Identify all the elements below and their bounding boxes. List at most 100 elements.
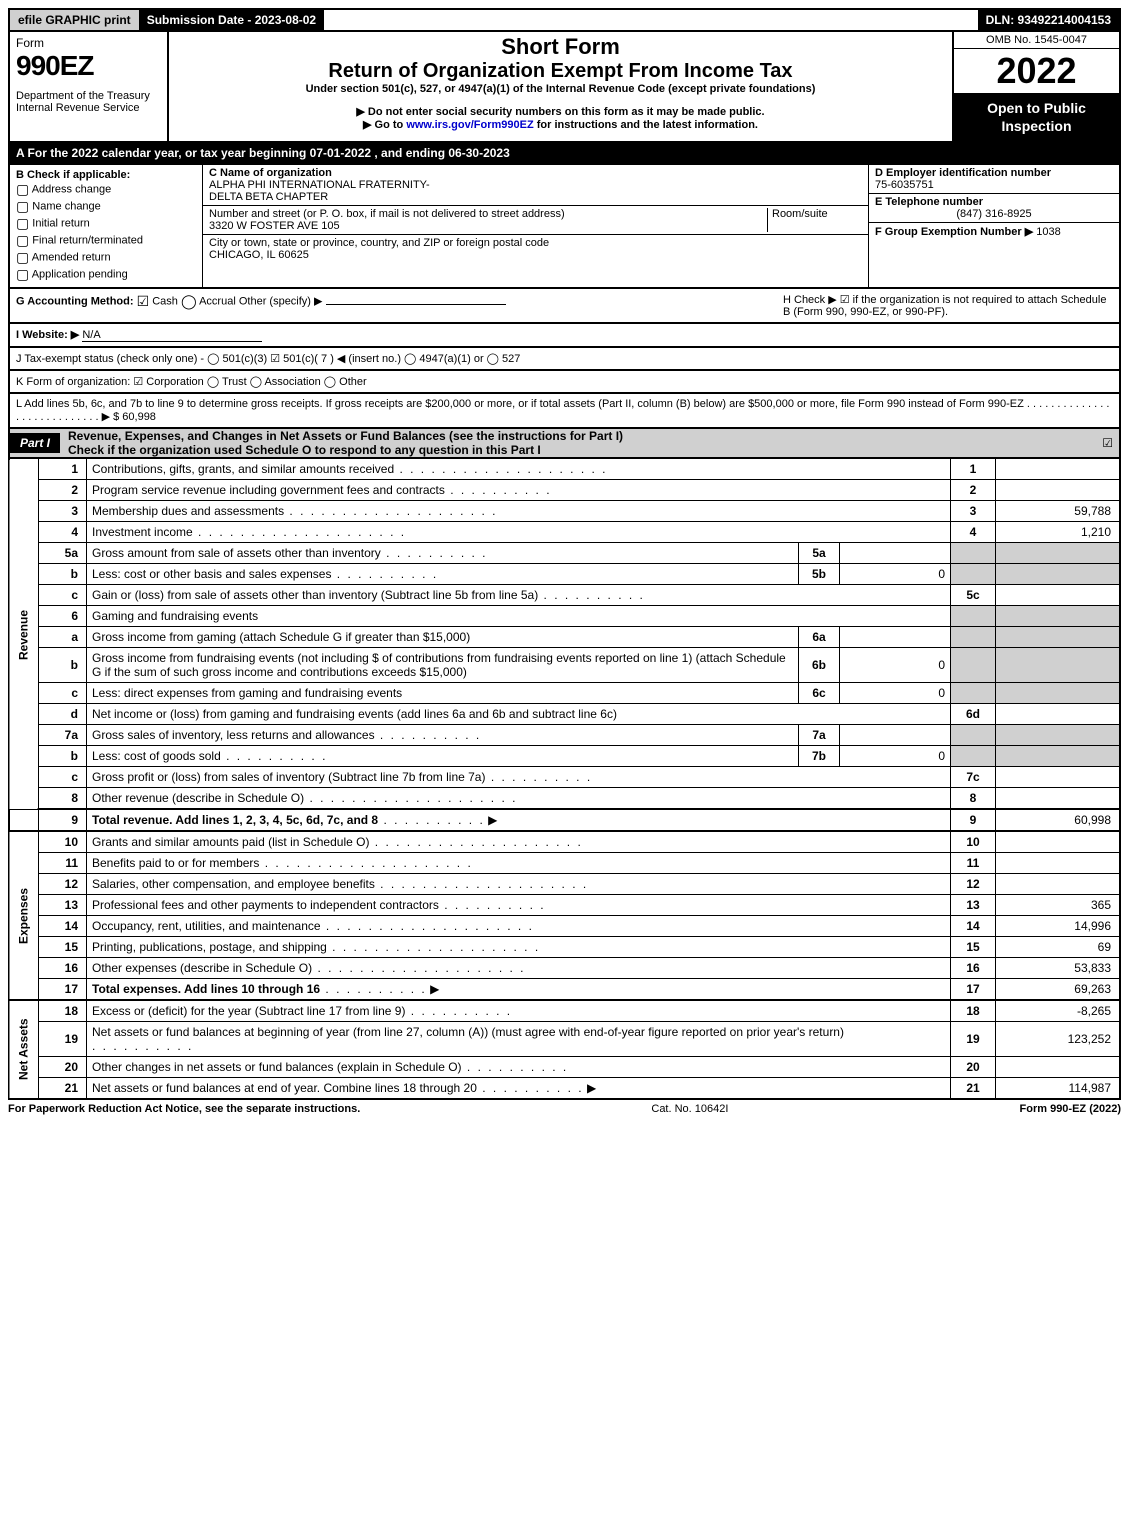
g-other: Other (specify) ▶ — [239, 296, 323, 308]
l-amount: $ 60,998 — [113, 411, 156, 423]
part1-header: Part I Revenue, Expenses, and Changes in… — [8, 429, 1121, 459]
line-box: 12 — [951, 874, 996, 895]
footer-right: Form 990-EZ (2022) — [1020, 1103, 1121, 1115]
line-text: Grants and similar amounts paid (list in… — [92, 835, 369, 849]
shade-cell — [996, 543, 1121, 564]
ssn-note: ▶ Do not enter social security numbers o… — [175, 105, 946, 118]
line-no: 20 — [39, 1057, 87, 1078]
line-val — [996, 831, 1121, 853]
line-no: 8 — [39, 788, 87, 810]
line-text: Less: cost of goods sold — [92, 749, 221, 763]
form-word: Form — [16, 36, 44, 50]
sub-box: 6a — [799, 627, 840, 648]
shade-cell — [951, 627, 996, 648]
line-val: 123,252 — [996, 1022, 1121, 1057]
chk-final: Final return/terminated — [32, 235, 143, 247]
d-label: D Employer identification number — [875, 167, 1051, 179]
chk-amended: Amended return — [32, 252, 111, 264]
shade-cell — [996, 627, 1121, 648]
dln: DLN: 93492214004153 — [978, 10, 1119, 30]
checkbox-icon[interactable]: ◯ — [181, 293, 197, 309]
line-text: Gaming and fundraising events — [87, 606, 951, 627]
line-no: 19 — [39, 1022, 87, 1057]
sub-val — [840, 725, 951, 746]
line-val — [996, 788, 1121, 810]
line-val — [996, 585, 1121, 606]
checkbox-icon[interactable]: ▢ — [16, 232, 29, 248]
street-label: Number and street (or P. O. box, if mail… — [209, 208, 565, 220]
line-box: 5c — [951, 585, 996, 606]
checkbox-checked-icon[interactable]: ☑ — [137, 293, 150, 309]
line-text: Total revenue. Add lines 1, 2, 3, 4, 5c,… — [92, 813, 378, 827]
line-box: 3 — [951, 501, 996, 522]
line-no: 7a — [39, 725, 87, 746]
line-text: Total expenses. Add lines 10 through 16 — [92, 982, 320, 996]
line-no: 10 — [39, 831, 87, 853]
website-value: N/A — [82, 329, 262, 342]
row-g: G Accounting Method: ☑ Cash ◯ Accrual Ot… — [16, 293, 506, 318]
line-text: Printing, publications, postage, and shi… — [92, 940, 327, 954]
line-no: 1 — [39, 459, 87, 480]
irs-label: Internal Revenue Service — [16, 102, 161, 114]
line-text: Occupancy, rent, utilities, and maintena… — [92, 919, 321, 933]
line-box: 21 — [951, 1078, 996, 1100]
line-val — [996, 874, 1121, 895]
i-label: I Website: ▶ — [16, 329, 79, 341]
g-cash: Cash — [152, 296, 178, 308]
sub-box: 7b — [799, 746, 840, 767]
chk-pending: Application pending — [32, 269, 128, 281]
short-form-title: Short Form — [175, 34, 946, 60]
form-header: Form 990EZ Department of the Treasury In… — [8, 32, 1121, 143]
sub-box: 6b — [799, 648, 840, 683]
city-label: City or town, state or province, country… — [209, 237, 549, 249]
checkbox-icon[interactable]: ▢ — [16, 266, 29, 282]
line-val — [996, 1057, 1121, 1078]
chk-address: Address change — [32, 184, 112, 196]
shade-cell — [951, 683, 996, 704]
line-box: 4 — [951, 522, 996, 543]
room-label: Room/suite — [772, 208, 828, 220]
checkbox-icon[interactable]: ▢ — [16, 181, 29, 197]
sub-val — [840, 627, 951, 648]
f-label: F Group Exemption Number ▶ — [875, 226, 1033, 238]
line-box: 11 — [951, 853, 996, 874]
line-val: 59,788 — [996, 501, 1121, 522]
line-text: Net assets or fund balances at beginning… — [92, 1025, 844, 1039]
sub-val: 0 — [840, 648, 951, 683]
line-box: 17 — [951, 979, 996, 1001]
checkbox-icon[interactable]: ▢ — [16, 215, 29, 231]
tax-year: 2022 — [954, 49, 1119, 93]
part1-tag: Part I — [10, 433, 60, 453]
l-text: L Add lines 5b, 6c, and 7b to line 9 to … — [16, 398, 1109, 423]
line-text: Gross income from fundraising events (no… — [87, 648, 799, 683]
line-no: 14 — [39, 916, 87, 937]
line-box: 16 — [951, 958, 996, 979]
line-val: 69 — [996, 937, 1121, 958]
return-title: Return of Organization Exempt From Incom… — [175, 60, 946, 83]
side-revenue: Revenue — [9, 459, 39, 809]
line-val: 114,987 — [996, 1078, 1121, 1100]
line-no: 5a — [39, 543, 87, 564]
schedule-o-check[interactable]: ☑ — [1102, 436, 1119, 450]
form-number: 990EZ — [16, 50, 94, 81]
row-h: H Check ▶ ☑ if the organization is not r… — [783, 293, 1113, 318]
checkbox-icon[interactable]: ▢ — [16, 249, 29, 265]
chk-name: Name change — [32, 201, 101, 213]
line-no: d — [39, 704, 87, 725]
submission-date: Submission Date - 2023-08-02 — [139, 10, 324, 30]
goto-link[interactable]: ▶ Go to www.irs.gov/Form990EZ for instru… — [175, 118, 946, 131]
line-box: 7c — [951, 767, 996, 788]
irs-link[interactable]: www.irs.gov/Form990EZ — [406, 119, 533, 131]
line-no: 17 — [39, 979, 87, 1001]
open-public: Open to Public Inspection — [954, 93, 1119, 141]
form-box: Form 990EZ Department of the Treasury In… — [10, 32, 169, 141]
group-number: 1038 — [1036, 226, 1060, 238]
header-grid: B Check if applicable: ▢ Address change … — [8, 165, 1121, 289]
city-value: CHICAGO, IL 60625 — [209, 249, 309, 261]
line-text: Salaries, other compensation, and employ… — [92, 877, 375, 891]
shade-cell — [951, 606, 996, 627]
line-text: Excess or (deficit) for the year (Subtra… — [92, 1004, 405, 1018]
checkbox-icon[interactable]: ▢ — [16, 198, 29, 214]
street-value: 3320 W FOSTER AVE 105 — [209, 220, 340, 232]
line-val — [996, 459, 1121, 480]
